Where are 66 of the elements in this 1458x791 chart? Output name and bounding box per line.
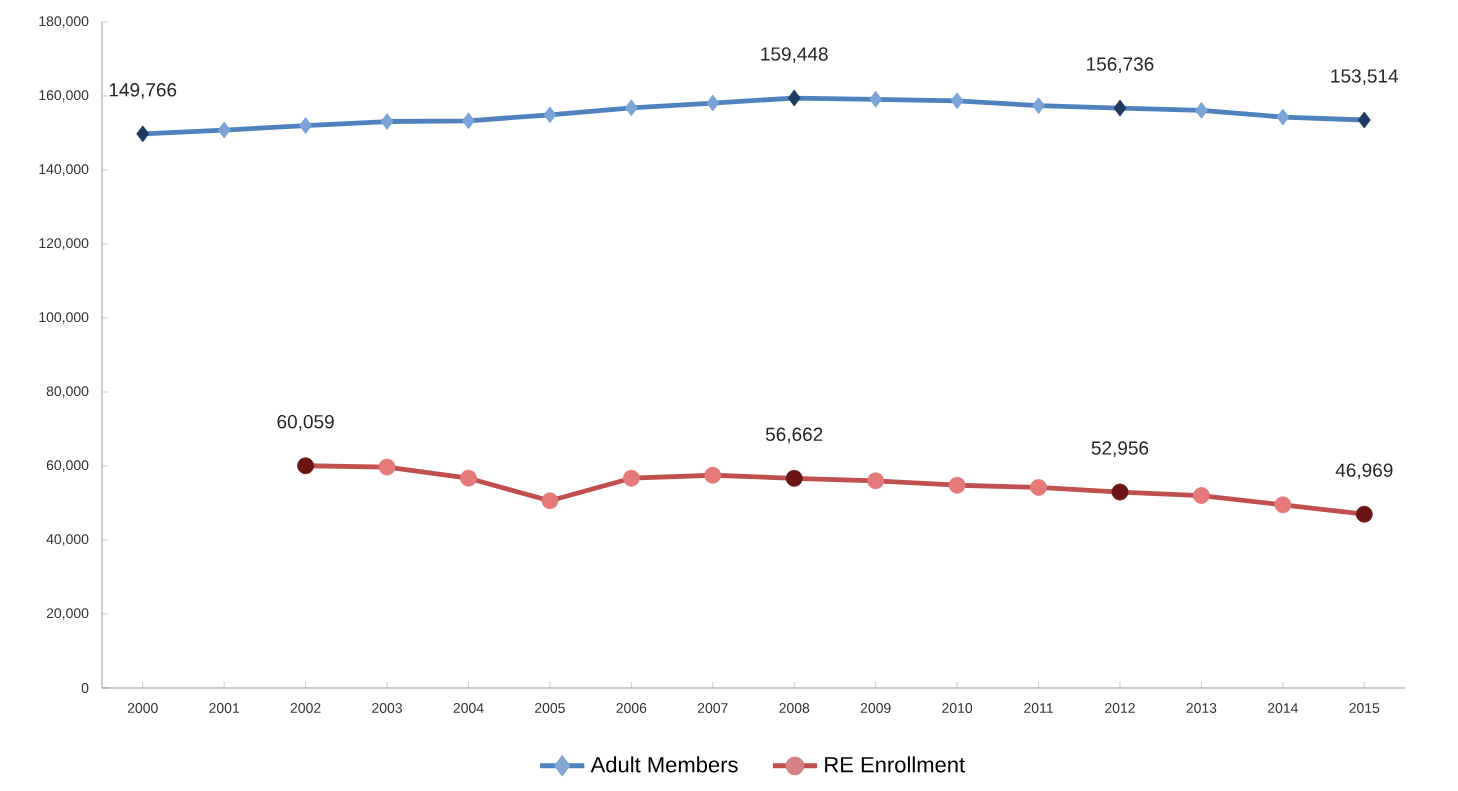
point <box>1193 487 1210 504</box>
point <box>460 469 477 487</box>
x-tick-label: 2006 <box>616 703 647 713</box>
point <box>1032 97 1045 115</box>
x-tick-label: 2000 <box>127 703 158 713</box>
y-tick-label: 60,000 <box>46 460 89 472</box>
x-tick-label: 2008 <box>779 703 810 713</box>
y-tick-label: 100,000 <box>39 312 89 324</box>
data-label: 159,448 <box>761 47 828 63</box>
data-label: 46,969 <box>1335 463 1393 480</box>
point <box>378 458 396 476</box>
point <box>297 457 314 475</box>
point <box>706 94 720 112</box>
x-tick-label: 2015 <box>1349 703 1380 713</box>
point <box>950 92 964 110</box>
point <box>136 125 150 143</box>
point <box>1274 496 1292 514</box>
point <box>622 469 640 487</box>
x-tick-label: 2004 <box>453 703 484 713</box>
y-tick-label: 80,000 <box>46 386 89 398</box>
x-tick-label: 2012 <box>1105 703 1135 713</box>
point <box>704 466 722 484</box>
x-tick-label: 2001 <box>209 703 240 713</box>
point <box>1195 102 1208 119</box>
y-tick-label: 120,000 <box>39 238 89 250</box>
x-tick-label: 2007 <box>697 703 728 713</box>
x-tick-label: 2010 <box>942 703 973 713</box>
data-label: 56,662 <box>765 427 823 444</box>
point <box>299 117 312 134</box>
point <box>1030 479 1047 496</box>
point <box>948 476 966 494</box>
data-label: 153,514 <box>1331 69 1399 85</box>
y-tick-label: 20,000 <box>46 608 89 620</box>
x-tick-label: 2014 <box>1267 703 1298 713</box>
point <box>380 113 394 130</box>
data-label: 60,059 <box>277 415 334 431</box>
legend-label: RE Enrollment <box>825 756 965 773</box>
x-tick-label: 2002 <box>290 703 321 713</box>
data-label: 52,956 <box>1091 441 1149 457</box>
point <box>869 90 883 108</box>
point <box>624 99 638 117</box>
x-tick-label: 2011 <box>1024 703 1053 713</box>
x-tick-label: 2005 <box>535 703 565 713</box>
y-tick-label: 160,000 <box>39 90 89 102</box>
point <box>541 492 559 510</box>
point <box>1113 99 1127 117</box>
point <box>1276 108 1290 126</box>
point <box>867 472 885 490</box>
point <box>1111 483 1129 501</box>
point <box>217 121 231 139</box>
x-tick-label: 2003 <box>372 703 402 713</box>
y-tick-label: 0 <box>81 683 89 693</box>
data-label: 149,766 <box>109 83 177 99</box>
y-tick-label: 140,000 <box>39 164 89 176</box>
point <box>1355 505 1373 523</box>
point <box>785 469 803 487</box>
data-label: 156,736 <box>1087 57 1154 74</box>
y-tick-label: 180,000 <box>39 16 89 28</box>
point <box>1357 111 1371 129</box>
y-tick-label: 40,000 <box>46 534 89 546</box>
x-tick-label: 2009 <box>860 703 891 713</box>
point <box>543 106 557 124</box>
point <box>787 89 801 107</box>
legend-label: Adult Members <box>590 756 738 773</box>
x-tick-label: 2013 <box>1186 703 1217 713</box>
point <box>462 112 475 130</box>
